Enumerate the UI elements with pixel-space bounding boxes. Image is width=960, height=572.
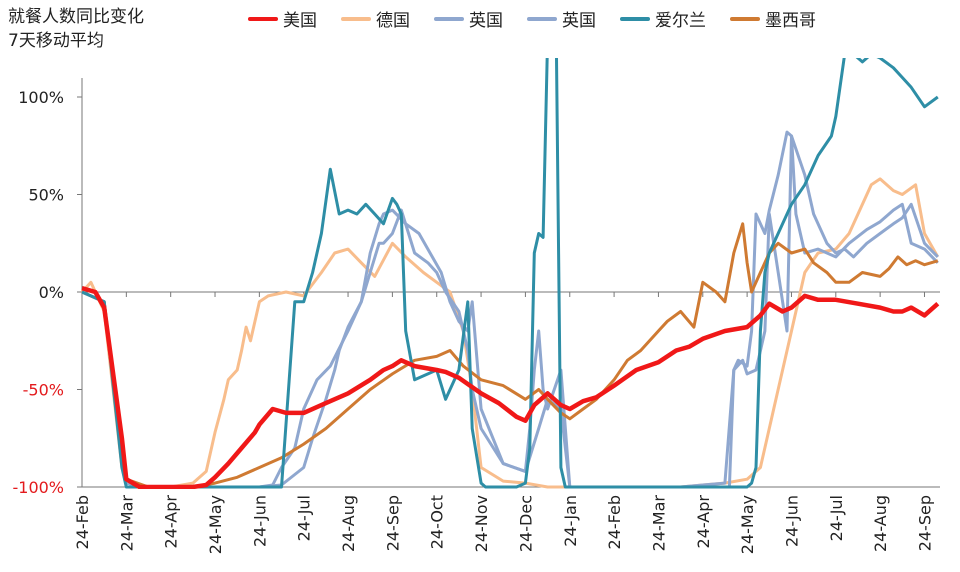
chart-title: 就餐人数同比变化 <box>8 7 144 27</box>
legend-label: 英国 <box>469 11 503 31</box>
x-tick-label: 24-Apr <box>694 495 713 549</box>
y-tick-label: 0% <box>39 283 64 302</box>
x-tick-label: 24-Jan <box>561 495 580 547</box>
series-line-4 <box>81 58 939 489</box>
series-line-0 <box>81 285 940 489</box>
x-tick-label: 24-Sep <box>915 495 934 551</box>
x-tick-label: 24-Jul <box>827 495 846 541</box>
series-line-3 <box>81 130 939 489</box>
x-tick-label: 24-Nov <box>472 495 491 552</box>
x-tick-label: 24-Aug <box>339 495 358 552</box>
x-tick-label: 24-Oct <box>428 495 447 549</box>
legend-swatch <box>341 16 371 21</box>
legend-swatch <box>527 16 557 21</box>
legend-label: 美国 <box>283 11 317 31</box>
legend-swatch <box>620 16 650 21</box>
x-tick-label: 24-Feb <box>605 495 624 549</box>
x-tick-label: 24-Apr <box>162 495 181 549</box>
series-line-2 <box>81 134 939 489</box>
x-tick-label: 24-Feb <box>73 495 92 549</box>
series-line-5 <box>81 222 939 489</box>
x-tick-label: 24-Mar <box>117 495 136 552</box>
x-tick-label: 24-Sep <box>383 495 402 551</box>
legend-label: 英国 <box>562 11 596 31</box>
legend-swatch <box>434 16 464 21</box>
x-tick-label: 24-May <box>206 495 225 554</box>
y-tick-label: -50% <box>23 381 64 400</box>
legend-label: 德国 <box>376 11 410 31</box>
legend-label: 爱尔兰 <box>655 11 706 31</box>
x-tick-label: 24-Aug <box>871 495 890 552</box>
legend-item: 德国 <box>341 6 410 31</box>
legend-swatch <box>248 16 278 21</box>
x-tick-label: 24-Mar <box>649 495 668 552</box>
x-tick-label: 24-May <box>738 495 757 554</box>
legend-item: 爱尔兰 <box>620 6 706 31</box>
series-line-1 <box>80 177 940 489</box>
legend-item: 英国 <box>527 6 596 31</box>
legend-label: 墨西哥 <box>765 11 816 31</box>
legend-item: 英国 <box>434 6 503 31</box>
x-tick-label: 24-Jun <box>782 495 801 547</box>
legend-item: 美国 <box>248 6 317 31</box>
x-tick-label: 24-Dec <box>516 495 535 552</box>
y-tick-label: 50% <box>28 186 64 205</box>
y-tick-label: -100% <box>12 478 64 497</box>
x-tick-label: 24-Jul <box>295 495 314 541</box>
chart-subtitle: 7天移动平均 <box>8 31 104 51</box>
legend-item: 墨西哥 <box>730 6 816 31</box>
y-tick-label: 100% <box>18 88 64 107</box>
legend: 美国 德国 英国 英国 爱尔兰 墨西哥 <box>248 6 840 31</box>
series-group <box>80 58 940 489</box>
x-tick-label: 24-Jun <box>250 495 269 547</box>
legend-swatch <box>730 16 760 21</box>
